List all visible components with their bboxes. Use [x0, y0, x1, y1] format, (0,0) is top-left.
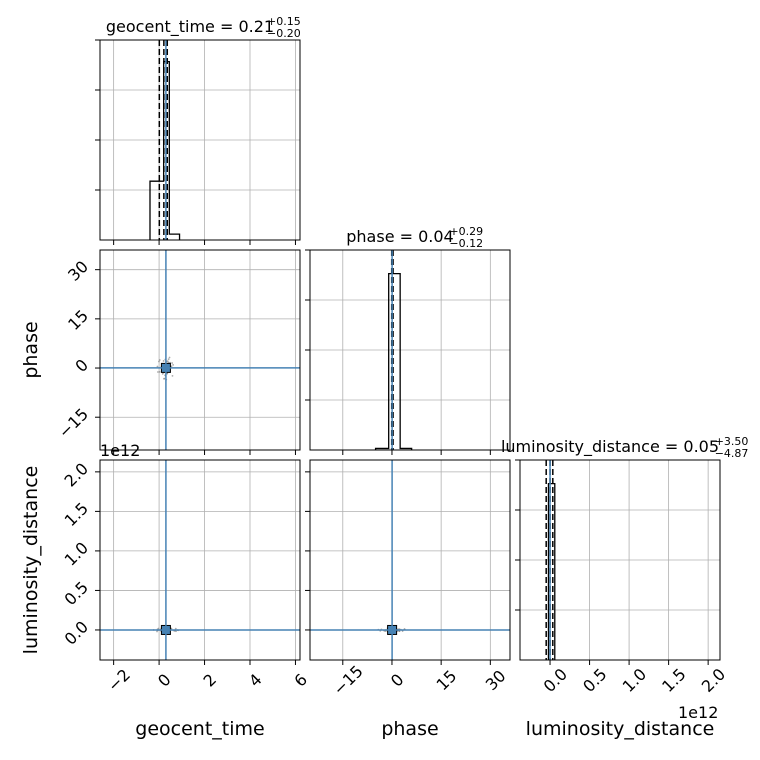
x-tick-label: 2 — [200, 670, 221, 691]
title-minus-phase: −0.12 — [449, 237, 483, 250]
sample-point — [158, 370, 161, 373]
axes-frame — [99, 249, 301, 451]
y-tick-label: 1.0 — [61, 538, 92, 569]
histogram-luminosity_distance — [547, 482, 556, 660]
axes-frame — [99, 39, 301, 241]
x-offset-label: 1e12 — [678, 703, 718, 722]
axes-frame — [309, 459, 511, 661]
truth-marker — [161, 363, 170, 372]
panel-geocent_time-hist: geocent_time = 0.21+0.15−0.20 — [95, 15, 301, 245]
sample-point — [158, 360, 160, 363]
truth-marker — [388, 625, 397, 634]
x-axis-label-geocent_time: geocent_time — [135, 718, 264, 740]
x-tick-label: 1.5 — [658, 665, 689, 696]
y-axis-label-luminosity_distance: luminosity_distance — [20, 466, 42, 655]
title-plus-luminosity_distance: +3.50 — [715, 435, 749, 448]
x-tick-label: 0.0 — [540, 665, 571, 696]
title-luminosity_distance: luminosity_distance = 0.05 — [501, 437, 719, 457]
y-tick-label: 0.5 — [61, 578, 92, 609]
sample-point — [172, 363, 175, 366]
axes-frame — [99, 459, 301, 661]
y-tick-label: 0 — [71, 355, 92, 376]
y-tick-label: 2.0 — [61, 459, 92, 490]
sample-point — [168, 356, 171, 359]
y-tick-label: −15 — [55, 404, 92, 441]
x-axis-label-luminosity_distance: luminosity_distance — [526, 718, 715, 740]
panel-luminosity_distance-hist: luminosity_distance = 0.05+3.50−4.87 0.0 0… — [501, 435, 748, 696]
truth-marker — [161, 625, 170, 634]
axes-frame — [309, 249, 511, 451]
x-tick-label: 0.5 — [579, 665, 610, 696]
axes-frame — [519, 459, 721, 661]
sample-point — [175, 630, 177, 633]
sample-point — [157, 627, 160, 630]
x-tick-label: −2 — [104, 665, 134, 695]
panel-geocent_time-vs-luminosity_distance: 0.0 0.5 1.0 1.5 2.0 −2 0 2 4 6 — [61, 459, 311, 695]
panel-phase-vs-luminosity_distance: −15 0 15 30 — [305, 459, 511, 699]
title-plus-phase: +0.29 — [449, 225, 483, 238]
y-tick-label: 15 — [64, 306, 92, 334]
sample-point — [156, 365, 159, 368]
histogram-geocent_time — [149, 60, 181, 240]
sample-point — [171, 374, 174, 377]
sample-point — [167, 358, 170, 361]
sample-point — [166, 372, 169, 375]
sample-point — [166, 360, 169, 363]
x-tick-label: 0 — [154, 670, 175, 691]
sample-point — [158, 359, 161, 361]
title-geocent_time: geocent_time = 0.21 — [106, 17, 274, 37]
x-axis-label-phase: phase — [381, 718, 438, 740]
x-tick-label: −15 — [329, 662, 366, 699]
y-tick-label: 0.0 — [61, 617, 92, 648]
x-tick-label: 0 — [387, 670, 408, 691]
sample-point — [174, 627, 177, 630]
panel-phase-hist: phase = 0.04+0.29−0.12 — [305, 225, 511, 455]
title-phase: phase = 0.04 — [346, 227, 453, 246]
histogram-phase — [374, 272, 413, 450]
x-tick-label: 1.0 — [619, 665, 650, 696]
x-tick-label: 30 — [482, 666, 510, 694]
sample-point — [161, 372, 164, 375]
y-offset-label: 1e12 — [100, 441, 140, 460]
sample-point — [157, 371, 159, 373]
x-tick-label: 6 — [290, 670, 311, 691]
sample-point — [163, 377, 166, 380]
x-tick-label: 4 — [245, 670, 266, 691]
sample-point — [162, 360, 165, 362]
title-plus-geocent_time: +0.15 — [267, 15, 301, 28]
y-axis-label-phase: phase — [20, 321, 42, 378]
x-tick-label: 15 — [433, 666, 461, 694]
title-minus-geocent_time: −0.20 — [267, 27, 301, 40]
panel-geocent_time-vs-phase: −15 0 15 30 — [55, 249, 301, 455]
x-tick-label: 2.0 — [698, 665, 729, 696]
y-tick-label: 30 — [64, 257, 92, 285]
y-tick-label: 1.5 — [61, 499, 92, 530]
title-minus-luminosity_distance: −4.87 — [715, 447, 749, 460]
sample-point — [171, 362, 174, 364]
